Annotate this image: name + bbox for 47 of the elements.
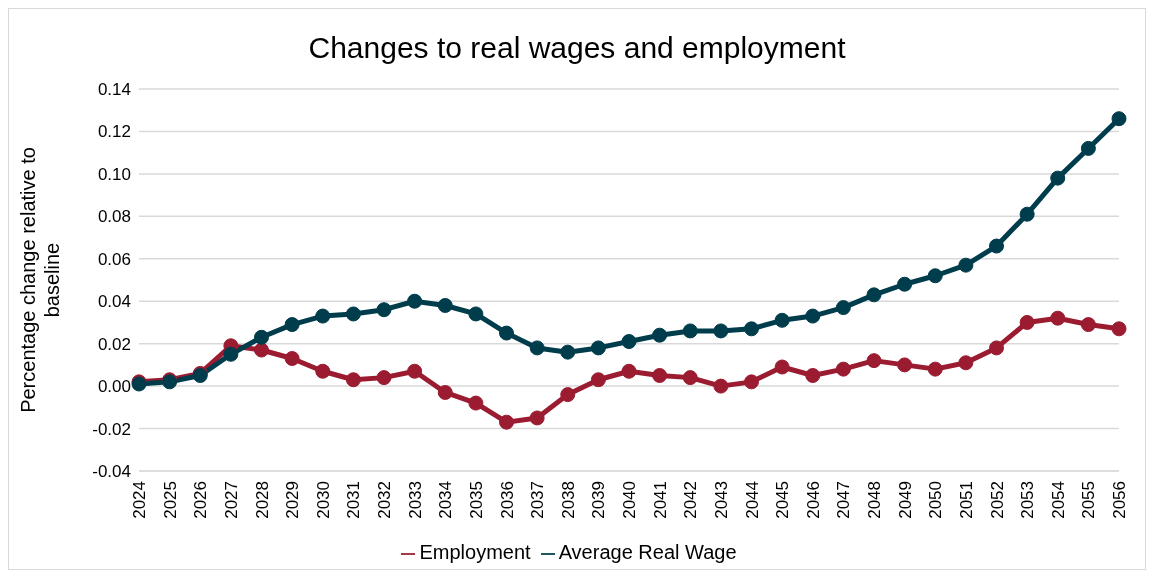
x-tick-label: 2024 [130, 481, 150, 519]
y-tick-label: 0.14 [97, 80, 131, 100]
x-tick-label: 2054 [1048, 481, 1068, 519]
y-axis-title: Percentage change relative to baseline [17, 147, 63, 413]
x-tick-label: 2033 [405, 481, 425, 519]
x-tick-label: 2037 [528, 481, 548, 519]
x-tick-label: 2036 [497, 481, 517, 519]
y-tick-label: -0.02 [92, 419, 131, 439]
y-tick-label: 0.12 [97, 122, 131, 142]
x-tick-label: 2028 [252, 481, 272, 519]
y-tick-label: 0.02 [97, 334, 131, 354]
x-tick-label: 2051 [956, 481, 976, 519]
x-tick-label: 2031 [344, 481, 364, 519]
y-tick-label: 0.04 [97, 292, 131, 312]
y-tick-label: -0.04 [92, 462, 131, 482]
x-tick-label: 2056 [1110, 481, 1130, 519]
y-tick-label: 0.08 [97, 207, 131, 227]
x-tick-label: 2035 [466, 481, 486, 519]
x-tick-label: 2039 [589, 481, 609, 519]
x-tick-label: 2049 [895, 481, 915, 519]
legend-label: Employment [419, 541, 531, 563]
x-tick-label: 2027 [221, 481, 241, 519]
x-tick-label: 2041 [650, 481, 670, 519]
x-tick-label: 2052 [987, 481, 1007, 519]
x-tick-label: 2050 [926, 481, 946, 519]
chart-title: Changes to real wages and employment [307, 30, 847, 66]
x-tick-label: 2043 [711, 481, 731, 519]
x-tick-label: 2046 [803, 481, 823, 519]
x-tick-label: 2034 [436, 481, 456, 519]
y-tick-label: 0.06 [97, 249, 131, 269]
x-tick-label: 2055 [1079, 481, 1099, 519]
x-tick-label: 2045 [773, 481, 793, 519]
x-tick-label: 2029 [283, 481, 303, 519]
x-tick-label: 2044 [742, 481, 762, 519]
y-tick-label: 0.00 [97, 377, 131, 397]
x-tick-label: 2040 [620, 481, 640, 519]
x-tick-label: 2030 [313, 481, 333, 519]
x-tick-label: 2053 [1018, 481, 1038, 519]
x-tick-label: 2038 [558, 481, 578, 519]
x-tick-label: 2025 [160, 481, 180, 519]
x-tick-label: 2048 [865, 481, 885, 519]
x-tick-label: 2032 [375, 481, 395, 519]
y-tick-label: 0.10 [97, 164, 131, 184]
x-tick-label: 2042 [681, 481, 701, 519]
x-tick-label: 2026 [191, 481, 211, 519]
legend-label: Average Real Wage [558, 541, 737, 563]
x-tick-label: 2047 [834, 481, 854, 519]
